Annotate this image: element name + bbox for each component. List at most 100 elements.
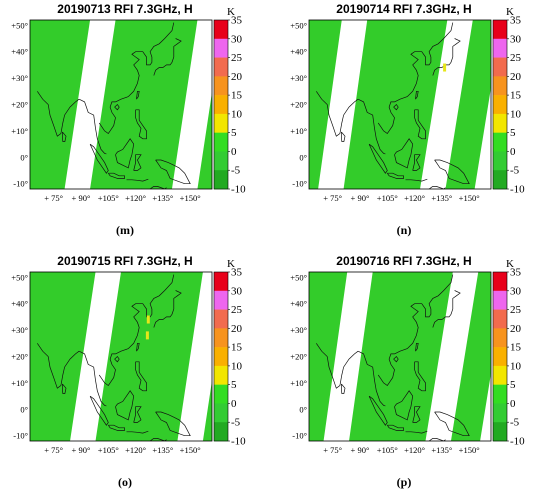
colorbar-tick-label: 5: [231, 127, 237, 139]
lat-tick-label: +10°: [11, 378, 28, 388]
colorbar-tick-label: -10: [510, 184, 525, 196]
lat-tick-label: +30°: [290, 325, 307, 335]
colorbar-bin: [214, 38, 228, 58]
colorbar-bin: [214, 113, 228, 133]
colorbar-tick-label: -10: [510, 436, 525, 448]
map-panel: +50° +40° +30° +20° +10° 0° -10° + 75° + 90° +105…: [0, 0, 271, 240]
lat-tick-label: +30°: [11, 325, 28, 335]
rfi-swath: [445, 20, 491, 189]
coastline: [37, 91, 80, 137]
colorbar-bin: [214, 20, 228, 40]
colorbar-bin: [493, 403, 507, 423]
colorbar-tick-label: -5: [510, 417, 520, 429]
colorbar-bin: [214, 328, 228, 348]
coastline: [414, 361, 426, 392]
coastline: [89, 395, 109, 426]
coastline: [341, 383, 346, 394]
lat-tick-label: -10°: [13, 431, 28, 441]
coastline: [133, 406, 142, 423]
lat-tick-label: +20°: [290, 100, 307, 110]
colorbar-tick-label: -5: [231, 165, 241, 177]
panel-label: (n): [396, 223, 412, 237]
colorbar-unit: K: [227, 258, 235, 270]
coastline: [393, 355, 399, 363]
coastline: [89, 143, 109, 174]
coastline: [394, 22, 454, 103]
colorbar-bin: [493, 290, 507, 310]
panel-title: 20190715 RFI 7.3GHz, H: [57, 254, 193, 268]
coastline: [62, 131, 67, 142]
colorbar-bin: [493, 384, 507, 404]
coastline: [357, 350, 386, 407]
lat-tick-label: 0°: [20, 152, 28, 162]
colorbar-bin: [493, 170, 507, 190]
colorbar-tick-label: 0: [510, 146, 516, 158]
colorbar-tick-label: 30: [510, 285, 522, 297]
colorbar-bin: [493, 20, 507, 40]
colorbar-bin: [214, 272, 228, 292]
panel-title: 20190716 RFI 7.3GHz, H: [336, 254, 472, 268]
colorbar-tick-label: 30: [231, 285, 243, 297]
lon-tick-label: +120°: [125, 193, 146, 203]
colorbar-tick-label: 5: [510, 379, 516, 391]
coastline: [316, 343, 359, 389]
coastline: [155, 159, 191, 185]
coastline: [434, 159, 470, 185]
coastline: [377, 353, 395, 386]
colorbar-bin: [493, 57, 507, 77]
rfi-swath: [90, 20, 198, 189]
colorbar-tick-label: 0: [231, 146, 237, 158]
map-chart: +50° +40° +30° +20° +10° 0° -10° + 75° + 90° +105…: [11, 258, 246, 455]
coastline: [368, 143, 388, 174]
colorbar-unit: K: [227, 6, 235, 18]
colorbar-bin: [214, 290, 228, 310]
colorbar-frame: [492, 271, 508, 442]
colorbar-tick-label: 25: [231, 52, 243, 64]
colorbar-bin: [493, 76, 507, 96]
lon-tick-label: + 90°: [351, 445, 370, 455]
colorbar-tick-label: 30: [231, 33, 243, 45]
coastline: [135, 109, 147, 140]
coastline: [341, 131, 346, 142]
colorbar-bin: [214, 76, 228, 96]
lat-tick-label: -10°: [292, 431, 307, 441]
coastline: [135, 361, 147, 392]
colorbar-bin: [214, 422, 228, 442]
colorbar-tick-label: 5: [231, 379, 237, 391]
colorbar-unit: K: [506, 258, 514, 270]
map-chart: +50° +40° +30° +20° +10° 0° -10° + 75° + 90° +105…: [290, 6, 525, 203]
coastline: [37, 343, 80, 389]
lat-tick-label: +20°: [11, 100, 28, 110]
coastline: [387, 424, 404, 431]
colorbar-bin: [493, 365, 507, 385]
coastline: [377, 101, 395, 134]
coastline: [114, 355, 120, 363]
lon-tick-label: +150°: [459, 445, 480, 455]
coastline: [108, 172, 125, 179]
coastline: [115, 274, 175, 355]
lat-tick-label: +50°: [11, 272, 28, 282]
lat-tick-label: +20°: [11, 352, 28, 362]
rfi-swath: [30, 20, 91, 189]
map-panel: +50° +40° +30° +20° +10° 0° -10° + 75° + 90° +105…: [279, 0, 550, 240]
colorbar-tick-label: 30: [510, 33, 522, 45]
colorbar-tick-label: 20: [231, 323, 243, 335]
lon-tick-label: +105°: [377, 445, 398, 455]
coastline: [115, 22, 175, 103]
colorbar-tick-label: 25: [510, 304, 522, 316]
coastline: [357, 98, 386, 155]
coastline: [115, 390, 135, 421]
coastline: [415, 342, 419, 352]
colorbar-tick-label: 10: [510, 360, 522, 372]
colorbar-bin: [214, 170, 228, 190]
colorbar-bin: [493, 347, 507, 367]
rfi-swath: [197, 92, 212, 189]
coastline: [98, 101, 116, 134]
lat-tick-label: +40°: [290, 47, 307, 57]
map-frame: [29, 19, 213, 190]
lon-tick-label: +150°: [180, 193, 201, 203]
coastline: [432, 38, 461, 76]
lon-tick-label: +120°: [404, 193, 425, 203]
coastline: [414, 109, 426, 140]
colorbar-bin: [493, 309, 507, 329]
